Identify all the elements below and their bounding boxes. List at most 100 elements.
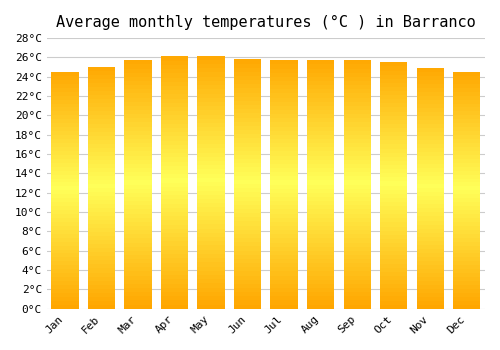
Bar (416, 168, 444, 172)
Bar (198, 81, 225, 85)
Bar (234, 193, 262, 197)
Bar (307, 284, 334, 288)
Bar (270, 243, 298, 247)
Bar (88, 244, 116, 248)
Bar (161, 116, 188, 120)
Bar (380, 173, 407, 177)
Bar (124, 214, 152, 218)
Bar (453, 281, 480, 285)
Bar (344, 292, 371, 296)
Bar (234, 300, 262, 304)
Bar (161, 128, 188, 132)
Bar (344, 89, 371, 93)
Bar (344, 276, 371, 280)
Bar (416, 148, 444, 152)
Bar (52, 178, 79, 182)
Bar (416, 96, 444, 100)
Bar (161, 288, 188, 292)
Bar (453, 159, 480, 163)
Bar (453, 198, 480, 202)
Bar (344, 152, 371, 155)
Bar (52, 222, 79, 226)
Bar (270, 189, 298, 193)
Bar (52, 214, 79, 218)
Bar (88, 212, 116, 216)
Bar (307, 127, 334, 131)
Bar (453, 218, 480, 222)
Bar (270, 69, 298, 73)
Bar (198, 136, 225, 140)
Bar (380, 103, 407, 107)
Bar (270, 304, 298, 309)
Bar (124, 69, 152, 73)
Bar (270, 205, 298, 209)
Bar (270, 147, 298, 152)
Bar (307, 69, 334, 73)
Bar (124, 272, 152, 276)
Bar (88, 196, 116, 200)
Bar (161, 145, 188, 149)
Bar (198, 169, 225, 174)
Bar (124, 135, 152, 139)
Bar (52, 206, 79, 210)
Bar (52, 131, 79, 135)
Bar (344, 209, 371, 214)
Bar (270, 114, 298, 118)
Bar (453, 285, 480, 289)
Bar (234, 142, 262, 147)
Bar (124, 89, 152, 93)
Bar (198, 279, 225, 284)
Bar (234, 80, 262, 84)
Bar (344, 164, 371, 168)
Bar (416, 212, 444, 217)
Bar (234, 122, 262, 126)
Bar (453, 261, 480, 265)
Bar (380, 239, 407, 243)
Bar (52, 159, 79, 163)
Bar (88, 232, 116, 236)
Bar (416, 68, 444, 72)
Bar (88, 127, 116, 132)
Bar (161, 61, 188, 65)
Bar (307, 263, 334, 267)
Bar (344, 180, 371, 184)
Bar (270, 292, 298, 296)
Bar (234, 64, 262, 68)
Bar (124, 155, 152, 160)
Bar (380, 223, 407, 226)
Bar (270, 222, 298, 226)
Bar (52, 135, 79, 139)
Bar (52, 187, 79, 190)
Bar (52, 175, 79, 178)
Bar (124, 114, 152, 118)
Bar (198, 203, 225, 208)
Bar (380, 66, 407, 70)
Bar (198, 186, 225, 191)
Bar (52, 238, 79, 241)
Bar (124, 176, 152, 180)
Bar (416, 140, 444, 144)
Bar (416, 232, 444, 237)
Bar (453, 289, 480, 293)
Bar (161, 271, 188, 275)
Bar (453, 119, 480, 123)
Bar (161, 246, 188, 250)
Bar (88, 103, 116, 107)
Bar (307, 118, 334, 122)
Bar (161, 73, 188, 77)
Bar (234, 222, 262, 226)
Bar (234, 213, 262, 217)
Bar (234, 109, 262, 113)
Bar (380, 280, 407, 284)
Bar (380, 190, 407, 194)
Bar (88, 260, 116, 265)
Bar (234, 280, 262, 284)
Bar (416, 224, 444, 229)
Bar (380, 194, 407, 198)
Bar (416, 176, 444, 180)
Bar (124, 197, 152, 201)
Bar (88, 289, 116, 293)
Bar (453, 139, 480, 143)
Bar (52, 88, 79, 92)
Bar (380, 157, 407, 161)
